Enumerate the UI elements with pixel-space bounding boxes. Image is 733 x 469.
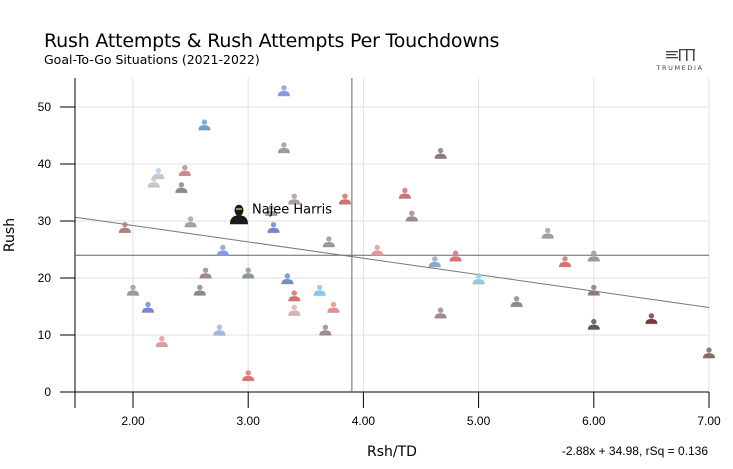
player-point xyxy=(703,347,715,359)
axes xyxy=(60,78,710,408)
data-points: Najee Harris xyxy=(118,85,715,382)
y-axis-title: Rush xyxy=(2,218,18,252)
player-point xyxy=(319,324,332,336)
x-tick-label: 7.00 xyxy=(697,414,721,428)
player-point xyxy=(434,147,447,159)
player-point xyxy=(242,370,255,382)
player-point xyxy=(198,119,211,131)
player-point xyxy=(277,142,290,154)
y-tick-label: 50 xyxy=(38,100,52,114)
reference-lines xyxy=(75,78,709,392)
player-point xyxy=(434,307,447,319)
x-axis-title: Rsh/TD xyxy=(367,444,417,460)
trumedia-logo-icon xyxy=(666,49,695,61)
y-tick-label: 40 xyxy=(38,157,52,171)
y-tick-label: 10 xyxy=(38,328,52,342)
player-point xyxy=(587,318,600,330)
player-point xyxy=(175,182,188,194)
chart-subtitle: Goal-To-Go Situations (2021-2022) xyxy=(44,52,260,67)
player-point xyxy=(288,290,301,302)
player-point xyxy=(184,216,197,228)
player-point xyxy=(510,296,523,308)
player-point xyxy=(327,301,340,313)
highlight-label: Najee Harris xyxy=(252,202,332,217)
player-point xyxy=(267,222,280,234)
player-point xyxy=(155,336,168,348)
player-point xyxy=(288,193,301,205)
player-point xyxy=(449,250,462,262)
x-tick-label: 2.00 xyxy=(121,414,145,428)
player-point xyxy=(288,304,301,316)
x-tick-label: 4.00 xyxy=(352,414,376,428)
player-point xyxy=(428,256,441,268)
y-tick-label: 20 xyxy=(38,271,52,285)
player-point xyxy=(242,267,255,279)
player-point xyxy=(559,256,571,268)
y-tick-label: 0 xyxy=(44,385,51,399)
player-point xyxy=(199,267,212,279)
chart-title: Rush Attempts & Rush Attempts Per Touchd… xyxy=(44,30,500,52)
player-point xyxy=(265,204,278,216)
player-point xyxy=(322,236,335,248)
player-point xyxy=(338,193,351,205)
trumedia-logo: TRUMEDIA xyxy=(652,48,708,74)
x-tick-label: 5.00 xyxy=(467,414,491,428)
player-point xyxy=(587,284,600,296)
trendline-equation: -2.88x + 34.98, rSq = 0.136 xyxy=(562,444,708,458)
trendline xyxy=(75,216,710,309)
player-point xyxy=(216,244,229,256)
player-point xyxy=(193,284,206,296)
player-point xyxy=(127,284,139,296)
player-point xyxy=(118,222,131,234)
player-point xyxy=(645,313,658,325)
player-point xyxy=(398,187,411,199)
logo-text: TRUMEDIA xyxy=(656,64,704,72)
x-tick-label: 3.00 xyxy=(237,414,261,428)
player-point xyxy=(281,273,294,285)
axis-labels: 2.00 3.00 4.00 5.00 6.00 7.00 0 10 20 30 40 50 xyxy=(38,100,721,428)
player-point xyxy=(541,227,554,239)
x-tick-label: 6.00 xyxy=(582,414,606,428)
player-point xyxy=(147,176,160,188)
player-point xyxy=(405,210,418,222)
player-point xyxy=(178,165,191,177)
grid-lines xyxy=(75,78,710,392)
player-point xyxy=(371,244,384,256)
trendline-group xyxy=(75,216,710,309)
highlight-point xyxy=(229,204,248,225)
player-point xyxy=(472,273,485,285)
player-point xyxy=(587,250,600,262)
player-point xyxy=(277,85,290,97)
player-point xyxy=(313,284,326,296)
y-tick-label: 30 xyxy=(38,214,52,228)
player-point xyxy=(213,324,226,336)
player-point xyxy=(152,167,165,179)
player-point xyxy=(141,301,154,313)
